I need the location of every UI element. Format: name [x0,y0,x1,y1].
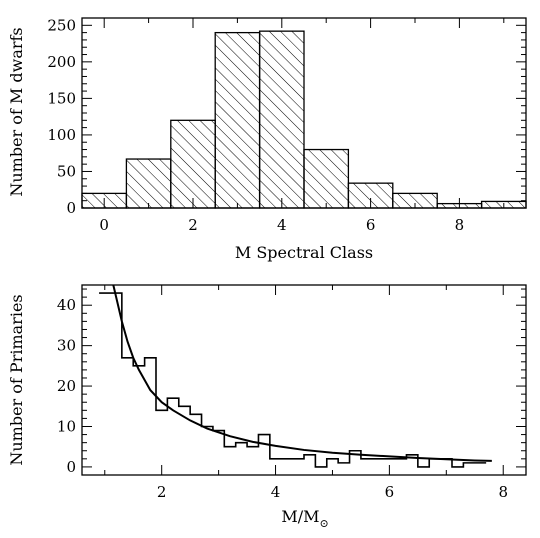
top-x-axis-title: M Spectral Class [235,243,373,262]
bottom-x-tick-label: 2 [157,483,167,501]
bottom-x-axis-title: M/M⊙ [281,507,328,530]
spectral-class-histogram: 0 2 4 6 8 0 50 100 150 200 250 M Spectral Class Nu… [7,16,527,262]
top-y-tick-label: 100 [47,126,76,144]
top-x-tick-label: 0 [99,216,109,234]
bar-class-5 [303,148,350,209]
top-y-axis-title: Number of M dwarfs [7,27,26,196]
bottom-x-tick-label: 4 [271,483,281,501]
primaries-mass-histogram: 2 4 6 8 0 10 20 30 40 M/M⊙ Number of Primaries [7,284,527,530]
bottom-y-axis-title: Number of Primaries [7,294,26,465]
top-axis-ticks [82,17,526,209]
bottom-x-tick-label: 6 [385,483,395,501]
top-x-tick-label: 6 [366,216,376,234]
bottom-x-tick-label: 8 [498,483,508,501]
bottom-y-tick-label: 30 [57,337,76,355]
bottom-y-tick-label: 20 [57,377,76,395]
bar-class-4 [258,30,305,209]
histogram-bars [81,30,527,209]
solar-mass-subscript: ⊙ [319,517,328,530]
bottom-y-tick-label: 0 [66,458,76,476]
bar-class-2 [170,119,216,209]
top-x-tick-label: 4 [277,216,287,234]
top-tick-labels: 0 2 4 6 8 0 50 100 150 200 250 [47,16,464,234]
top-y-tick-label: 250 [47,16,76,34]
bottom-axis-ticks [82,285,526,475]
top-y-tick-label: 0 [66,199,76,217]
step-histogram [99,292,487,468]
top-y-tick-label: 150 [47,89,76,107]
bottom-plot-frame [81,284,527,476]
histogram-steps [99,292,487,468]
top-x-tick-label: 8 [455,216,465,234]
bar-class-1 [125,158,172,209]
top-x-tick-label: 2 [188,216,198,234]
bottom-y-tick-label: 40 [57,296,76,314]
bar-class-3 [214,31,261,209]
bottom-y-tick-label: 10 [57,417,76,435]
top-y-tick-label: 50 [57,162,76,180]
top-y-tick-label: 200 [47,53,76,71]
fit-curve [112,284,492,462]
bottom-tick-labels: 2 4 6 8 0 10 20 30 40 [57,296,508,501]
